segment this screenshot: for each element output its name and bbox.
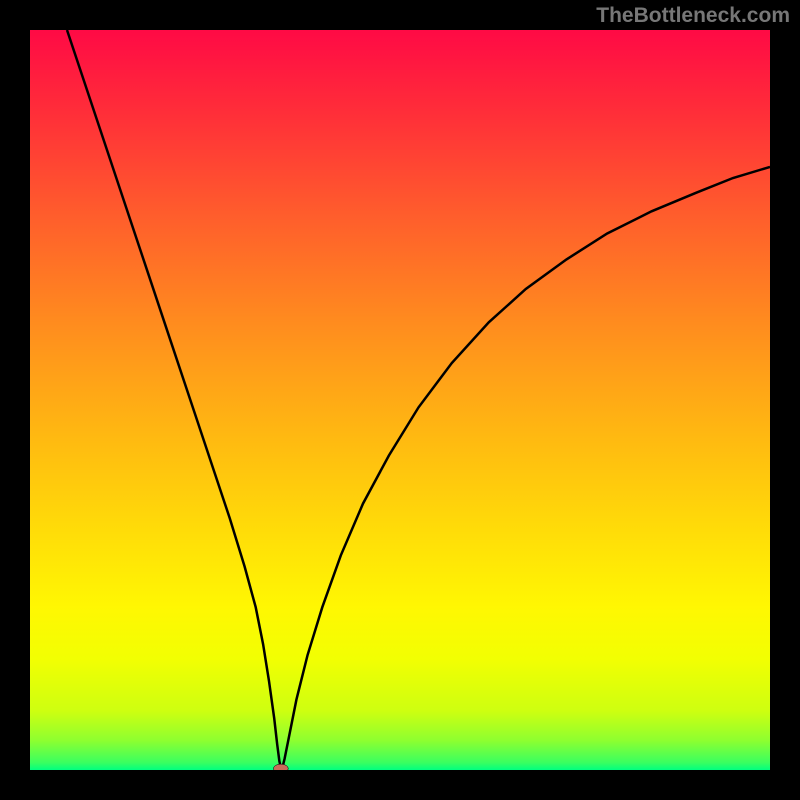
chart-plot-area [30, 30, 770, 770]
watermark-text: TheBottleneck.com [596, 4, 790, 28]
chart-marker [30, 30, 770, 770]
